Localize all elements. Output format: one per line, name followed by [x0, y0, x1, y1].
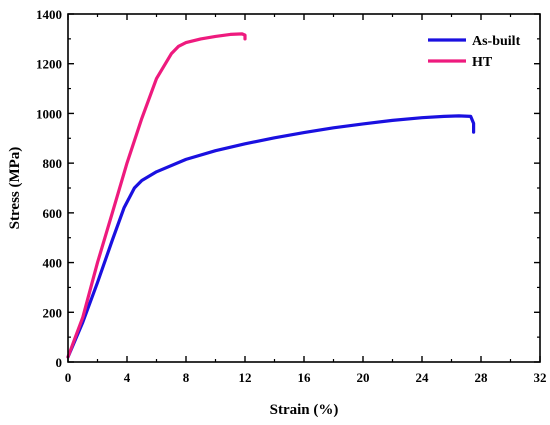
x-tick-label: 16 [298, 370, 312, 385]
axis-ticks [67, 13, 541, 363]
y-tick-label: 1200 [36, 57, 62, 72]
tick-labels: 0 4 8 12 16 20 24 28 32 0 200 400 600 800 1000 1200 1400 [36, 7, 547, 385]
x-axis-title: Strain (%) [270, 402, 339, 418]
y-tick-label: 400 [43, 256, 63, 271]
legend: As-built HT [428, 34, 521, 70]
y-tick-label: 800 [43, 156, 63, 171]
y-tick-label: 1000 [36, 106, 62, 121]
y-tick-label: 200 [43, 305, 63, 320]
y-tick-label: 600 [43, 206, 63, 221]
plot-frame [67, 13, 541, 363]
y-tick-label: 0 [56, 355, 63, 370]
legend-label: As-built [472, 34, 521, 49]
x-tick-label: 12 [239, 370, 252, 385]
y-axis-title: Stress (MPa) [7, 147, 23, 230]
x-tick-label: 8 [183, 370, 190, 385]
series-lines [66, 32, 476, 359]
x-tick-label: 4 [124, 370, 131, 385]
x-tick-label: 28 [475, 370, 489, 385]
x-tick-label: 32 [534, 370, 547, 385]
x-tick-label: 24 [416, 370, 430, 385]
legend-label: HT [472, 55, 493, 70]
x-tick-label: 20 [357, 370, 370, 385]
series-line-as-built [66, 114, 476, 359]
y-tick-label: 1400 [36, 7, 62, 22]
x-tick-label: 0 [65, 370, 72, 385]
series-line-ht [66, 32, 247, 359]
